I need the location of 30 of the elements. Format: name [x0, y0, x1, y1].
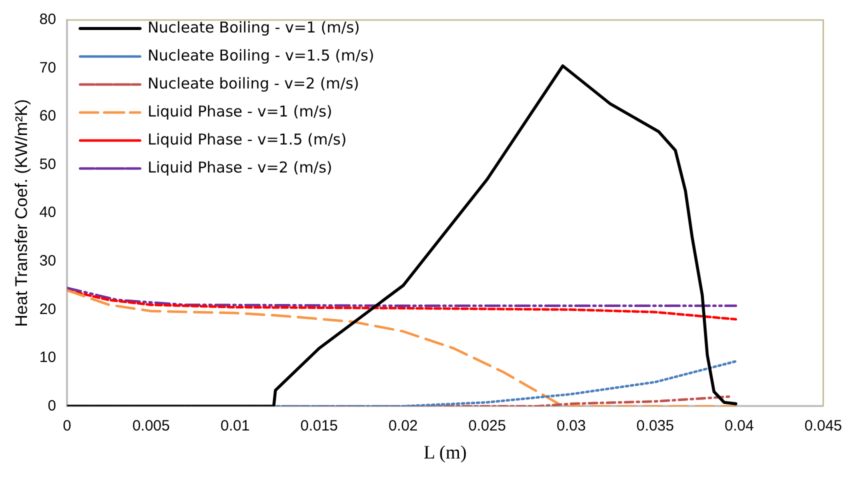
x-tick-label: 0 [62, 417, 72, 434]
y-tick-label: 70 [39, 59, 56, 76]
legend-label: Liquid Phase - v=2 (m/s) [148, 158, 332, 176]
y-tick-label: 50 [39, 156, 56, 173]
x-tick-label: 0.01 [220, 417, 250, 434]
y-tick-label: 30 [39, 252, 56, 270]
line-series [67, 289, 738, 406]
y-tick-label: 10 [39, 349, 56, 366]
legend-label: Nucleate Boiling - v=1 (m/s) [148, 18, 360, 36]
y-tick-label: 20 [39, 300, 56, 318]
x-tick-label: 0.02 [388, 417, 418, 434]
y-tick-label: 40 [39, 204, 56, 222]
y-tick-label: 80 [39, 11, 56, 28]
legend-label: Nucleate Boiling - v=1.5 (m/s) [148, 46, 374, 64]
y-axis-title: Heat Transfer Coef. (KW/m²K) [12, 99, 31, 327]
x-axis-title: L (m) [424, 442, 467, 464]
x-tick-label: 0.03 [556, 417, 586, 434]
x-tick-label: 0.025 [468, 417, 506, 434]
x-tick-label: 0.045 [804, 417, 842, 434]
legend-label: Liquid Phase - v=1.5 (m/s) [148, 130, 347, 148]
x-tick-label: 0.035 [636, 417, 674, 434]
y-tick-label: 60 [39, 108, 56, 125]
x-tick-label: 0.015 [300, 417, 338, 434]
x-tick-label: 0.005 [132, 417, 170, 434]
line-series [67, 289, 738, 321]
line-series [67, 286, 738, 308]
x-tick-label: 0.04 [724, 417, 754, 434]
legend-label: Liquid Phase - v=1 (m/s) [148, 102, 332, 120]
y-tick-label: 0 [48, 397, 56, 414]
legend-label: Nucleate boiling - v=2 (m/s) [148, 74, 360, 92]
